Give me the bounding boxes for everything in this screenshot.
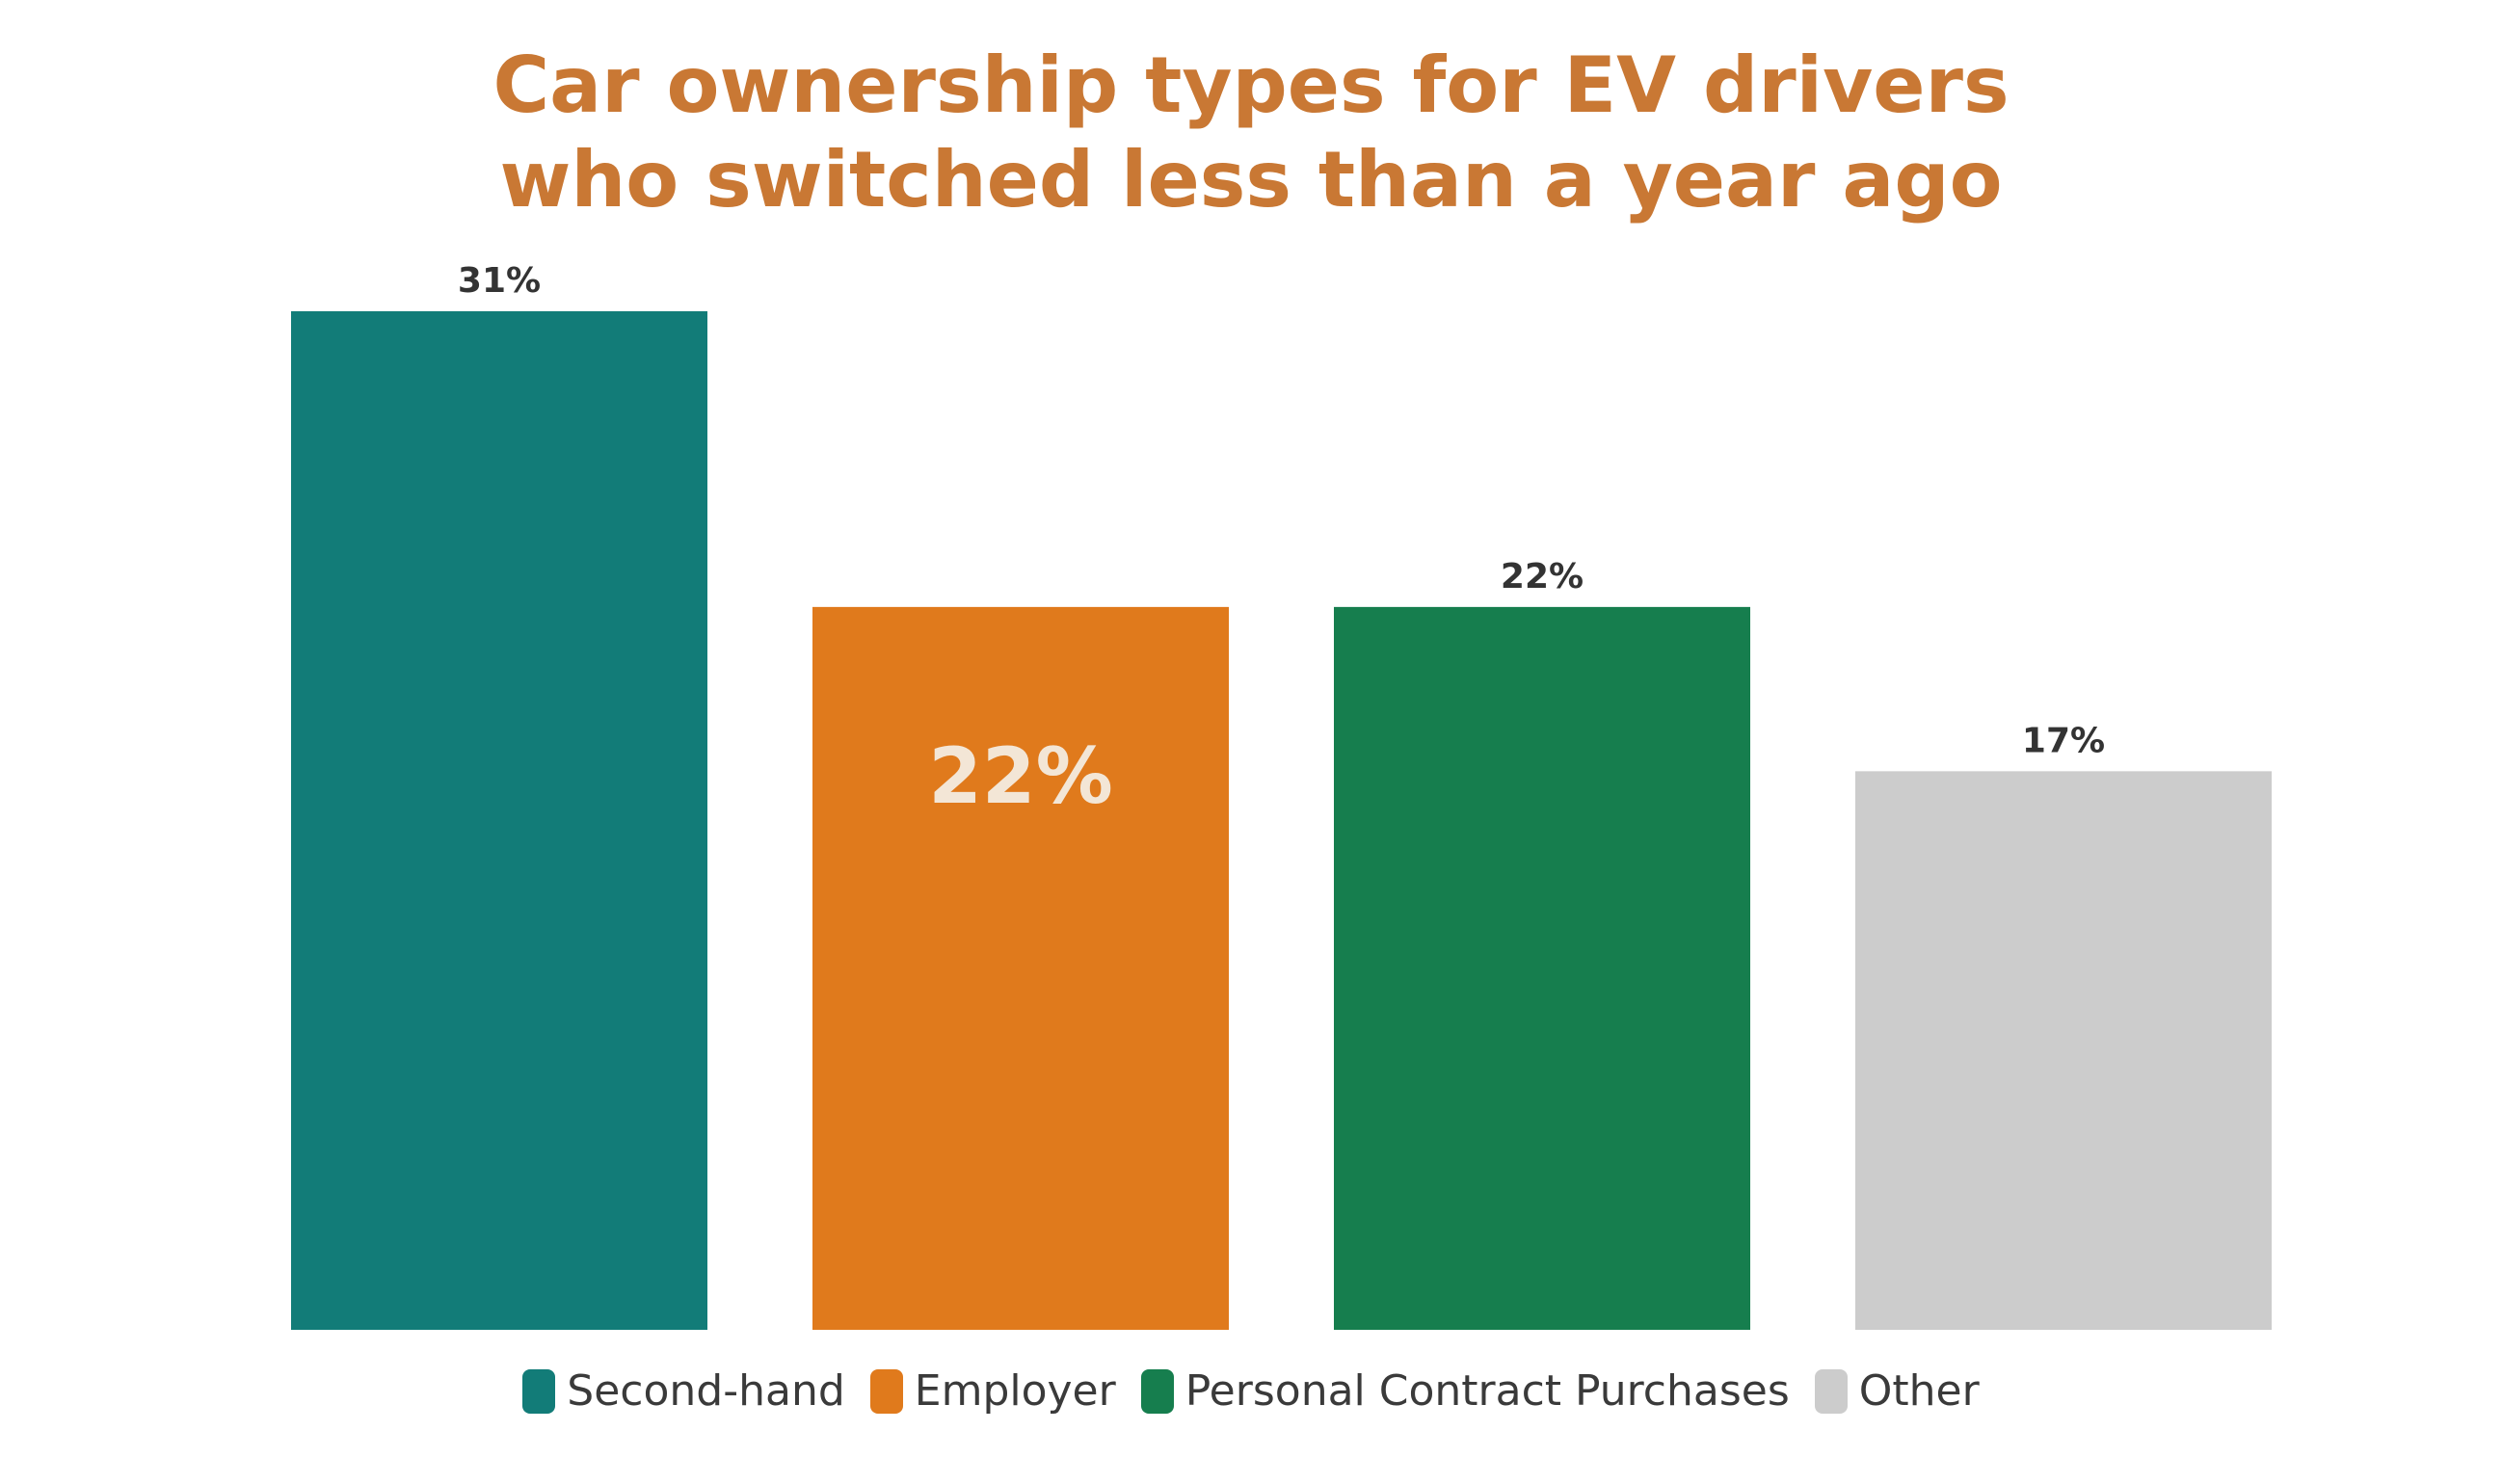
legend-item-other: Other [1814, 1366, 1980, 1416]
legend-item-second-hand: Second-hand [522, 1366, 845, 1416]
legend-swatch-other [1814, 1368, 1848, 1414]
chart-legend: Second-hand Employer Personal Contract P… [0, 1366, 2502, 1416]
chart-title-line-2: who switched less than a year ago [499, 135, 2003, 225]
legend-label-personal-contract-purchases: Personal Contract Purchases [1184, 1366, 1790, 1416]
data-label-other: 17% [2022, 721, 2105, 760]
legend-label-second-hand: Second-hand [567, 1366, 845, 1416]
legend-swatch-second-hand [522, 1368, 556, 1414]
legend-swatch-personal-contract-purchases [1140, 1368, 1174, 1414]
legend-label-other: Other [1858, 1366, 1980, 1416]
data-label-employer: 22% [928, 731, 1112, 821]
chart-title-line-1: Car ownership types for EV drivers [492, 40, 2010, 130]
legend-label-employer: Employer [914, 1366, 1116, 1416]
legend-swatch-employer [869, 1368, 903, 1414]
data-label-personal-contract-purchases: 22% [1501, 557, 1584, 596]
data-label-second-hand: 31% [458, 261, 541, 301]
bar-other [1855, 771, 2272, 1330]
bar-employer [812, 606, 1229, 1330]
chart-title: Car ownership types for EV drivers who s… [0, 39, 2502, 227]
legend-item-employer: Employer [869, 1366, 1116, 1416]
bar-second-hand [291, 311, 707, 1330]
legend-item-personal-contract-purchases: Personal Contract Purchases [1140, 1366, 1790, 1416]
bar-personal-contract-purchases [1334, 606, 1750, 1330]
